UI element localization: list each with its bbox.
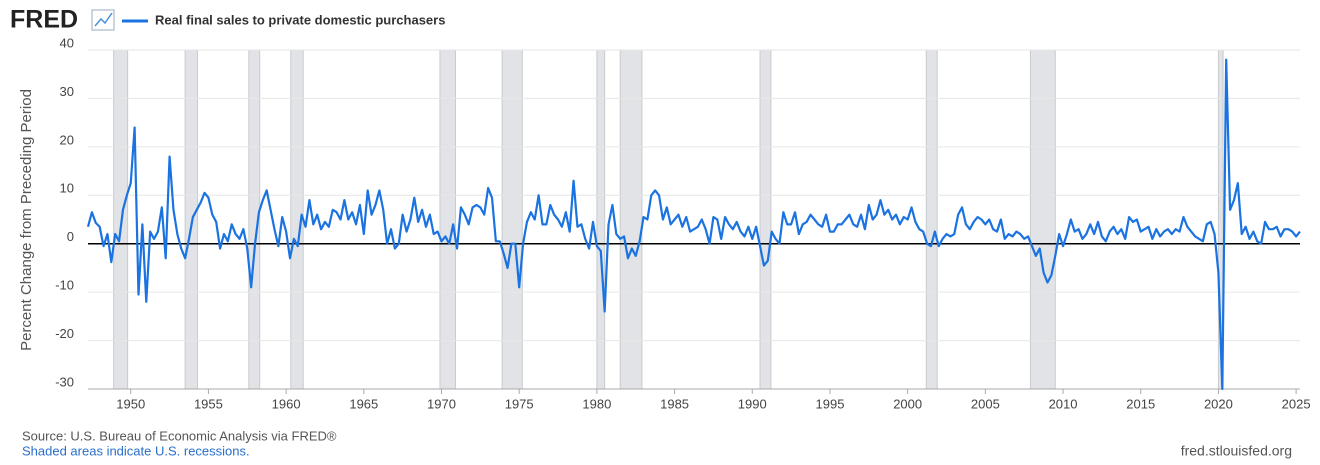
logo: FRED — [10, 6, 78, 34]
x-tick-label: 1970 — [427, 396, 456, 411]
recession-note[interactable]: Shaded areas indicate U.S. recessions. — [22, 443, 250, 458]
recession-band — [113, 49, 129, 390]
recession-band — [619, 49, 643, 390]
y-tick-label: -20 — [55, 326, 74, 341]
recession-band — [1029, 49, 1056, 390]
logo-icon — [91, 9, 115, 31]
y-tick-label: 10 — [60, 181, 74, 196]
recession-band — [439, 49, 456, 390]
recession-band — [925, 49, 938, 390]
x-tick-label: 2015 — [1126, 396, 1155, 411]
x-tick-label: 1955 — [194, 396, 223, 411]
recession-band — [501, 49, 523, 390]
x-tick-label: 1995 — [816, 396, 845, 411]
x-tick-label: 1980 — [582, 396, 611, 411]
x-tick-label: 1965 — [349, 396, 378, 411]
x-tick-label: 1975 — [505, 396, 534, 411]
y-axis-label: Percent Change from Preceding Period — [18, 89, 35, 351]
x-tick-label: 2020 — [1204, 396, 1233, 411]
x-tick-label: 1985 — [660, 396, 689, 411]
x-tick-label: 1950 — [116, 396, 145, 411]
y-tick-label: 30 — [60, 84, 74, 99]
y-tick-label: 20 — [60, 132, 74, 147]
source: Source: U.S. Bureau of Economic Analysis… — [22, 428, 337, 443]
y-tick-label: 40 — [60, 35, 74, 50]
recession-band — [596, 49, 606, 390]
recession-band — [184, 49, 199, 390]
series-line — [86, 58, 1301, 391]
site: fred.stlouisfed.org — [1181, 443, 1292, 459]
y-tick-label: -30 — [55, 374, 74, 389]
y-tick-label: -10 — [55, 278, 74, 293]
x-tick-label: 2000 — [893, 396, 922, 411]
x-tick-label: 1990 — [738, 396, 767, 411]
x-tick-label: 1960 — [272, 396, 301, 411]
x-tick-label: 2005 — [971, 396, 1000, 411]
recession-band — [759, 49, 772, 390]
y-tick-label: 0 — [67, 229, 74, 244]
legend-label: Real final sales to private domestic pur… — [155, 12, 445, 27]
x-tick-label: 2010 — [1049, 396, 1078, 411]
x-tick-label: 2025 — [1282, 396, 1311, 411]
